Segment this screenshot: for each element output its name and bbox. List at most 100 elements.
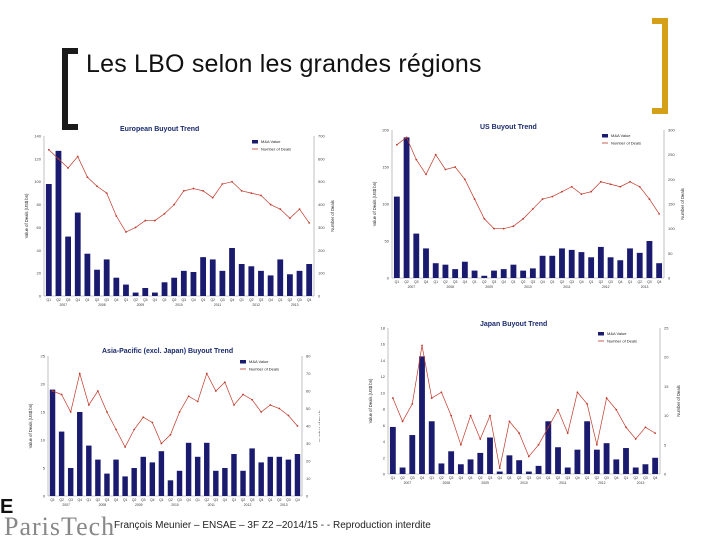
x-tick-label: Q3 (531, 280, 536, 284)
bar (55, 150, 62, 296)
legend-swatch-bars (598, 332, 604, 336)
y-tick-label: 200 (382, 128, 389, 133)
x-tick-label: Q1 (162, 298, 167, 302)
deals-point (527, 455, 530, 458)
x-tick-label: Q2 (133, 298, 138, 302)
bar (481, 275, 488, 278)
y2-tick-label: 250 (668, 152, 675, 157)
deals-point (288, 217, 291, 220)
bar (389, 426, 396, 474)
bar (496, 471, 503, 474)
deals-point (609, 183, 612, 186)
x-tick-label: Q3 (286, 498, 291, 502)
deals-point (430, 397, 433, 399)
y-tick-label: 20 (37, 271, 42, 276)
x-tick-label: Q3 (141, 498, 146, 502)
deals-point (260, 194, 262, 197)
x-tick-label: Q2 (56, 298, 61, 302)
x-tick-label: Q1 (47, 298, 52, 302)
x-tick-label: Q2 (443, 280, 448, 284)
x-tick-label: Q1 (85, 298, 90, 302)
deals-point (566, 432, 569, 435)
y2-tick-label: 10 (306, 476, 311, 481)
deals-point (260, 411, 263, 413)
bar (231, 454, 237, 496)
x-tick-label: Q2 (210, 298, 215, 302)
bar (516, 460, 523, 474)
bar (428, 421, 435, 474)
y2-tick-label: 200 (668, 177, 675, 182)
bar (617, 260, 624, 278)
bar (185, 442, 192, 496)
bar (452, 269, 459, 278)
bar (95, 459, 101, 496)
deals-point (634, 438, 637, 440)
deals-point (60, 393, 63, 396)
x-tick-label: Q3 (608, 280, 613, 284)
y-tick-label: 120 (34, 156, 41, 161)
year-label: 2012 (598, 481, 606, 485)
x-tick-label: Q3 (565, 476, 570, 480)
y-tick-label: 15 (41, 410, 46, 415)
deals-point (269, 404, 272, 406)
year-label: 2011 (559, 481, 566, 485)
deals-point (654, 432, 657, 435)
x-tick-label: Q4 (75, 298, 80, 302)
x-tick-label: Q1 (546, 476, 551, 480)
y-tick-label: 16 (381, 342, 386, 347)
deals-point (151, 421, 154, 424)
y2-tick-label: 20 (664, 355, 669, 360)
deals-point (599, 180, 602, 183)
deals-point (125, 231, 127, 233)
deals-point (522, 217, 525, 220)
deals-point (454, 166, 457, 168)
title-bracket-right (652, 18, 668, 114)
deals-point (76, 155, 79, 158)
deals-point (459, 443, 462, 446)
year-label: 2011 (563, 285, 570, 289)
bar (306, 264, 313, 296)
bar (277, 259, 284, 296)
bar (627, 248, 633, 278)
deals-point (401, 420, 404, 423)
x-tick-label: Q2 (439, 476, 444, 480)
slide-title: Les LBO selon les grandes régions (86, 50, 482, 78)
x-tick-label: Q3 (177, 498, 182, 502)
x-tick-label: Q4 (579, 280, 584, 284)
bar (646, 241, 653, 278)
year-label: 2007 (62, 503, 70, 507)
bar (578, 252, 585, 278)
bar (249, 448, 255, 496)
deals-point (202, 189, 205, 192)
y2-tick-label: 10 (664, 413, 669, 418)
y2-tick-label: 40 (306, 424, 311, 429)
bar (525, 471, 532, 474)
x-tick-label: Q1 (511, 280, 516, 284)
chart-us-buyout-trend: US Buyout Trend 0 50 100 150 200 0 50 100 150 200 2… (372, 124, 685, 289)
bar (152, 292, 158, 296)
bar (607, 257, 614, 278)
x-tick-label: Q1 (507, 476, 512, 480)
title-bracket-left (62, 48, 78, 130)
x-tick-label: Q3 (410, 476, 415, 480)
x-tick-label: Q4 (618, 280, 623, 284)
bar (45, 184, 52, 296)
deals-point (498, 467, 501, 470)
deals-point (658, 212, 661, 215)
bar (500, 269, 507, 278)
bar (161, 282, 168, 296)
deals-point (296, 425, 299, 427)
x-tick-label: Q4 (657, 280, 662, 284)
bar (180, 270, 187, 296)
y-axis-label: Value of Deals (US$ bn) (28, 403, 33, 448)
x-tick-label: Q3 (182, 298, 187, 302)
year-label: 2012 (244, 503, 252, 507)
deals-point (415, 158, 418, 161)
x-tick-label: Q4 (114, 298, 119, 302)
y-tick-label: 50 (385, 239, 390, 244)
legend-label: M&A Value (249, 359, 269, 364)
x-tick-label: Q2 (633, 476, 638, 480)
x-tick-label: Q2 (172, 298, 177, 302)
x-tick-label: Q3 (569, 280, 574, 284)
x-tick-label: Q2 (599, 280, 604, 284)
